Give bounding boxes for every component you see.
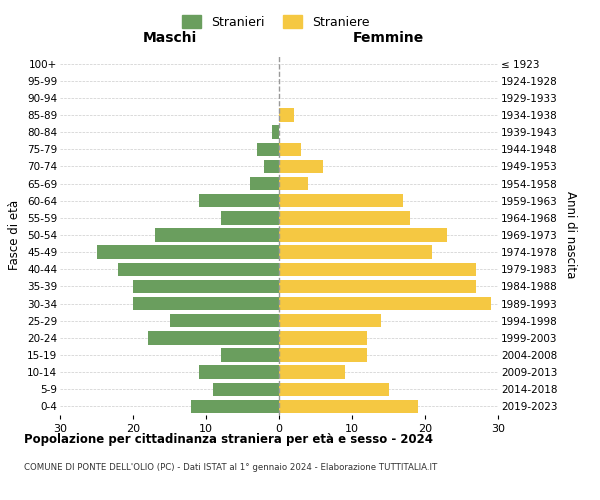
Bar (279, 400, 418, 413)
Y-axis label: Fasce di età: Fasce di età (8, 200, 22, 270)
Bar (279, 142, 301, 156)
Bar (191, 400, 279, 413)
Bar (155, 228, 279, 241)
Bar (279, 194, 403, 207)
Bar (221, 211, 279, 224)
Bar (279, 331, 367, 344)
Bar (265, 160, 279, 173)
Bar (279, 108, 293, 122)
Bar (214, 382, 279, 396)
Bar (221, 348, 279, 362)
Bar (279, 280, 476, 293)
Bar (170, 314, 279, 328)
Bar (279, 348, 367, 362)
Bar (133, 297, 279, 310)
Legend: Stranieri, Straniere: Stranieri, Straniere (179, 11, 373, 32)
Bar (279, 297, 491, 310)
Text: COMUNE DI PONTE DELL'OLIO (PC) - Dati ISTAT al 1° gennaio 2024 - Elaborazione TU: COMUNE DI PONTE DELL'OLIO (PC) - Dati IS… (24, 462, 437, 471)
Bar (148, 331, 279, 344)
Bar (279, 366, 344, 379)
Bar (279, 314, 381, 328)
Bar (279, 228, 447, 241)
Bar (199, 366, 279, 379)
Bar (279, 211, 410, 224)
Bar (279, 246, 432, 259)
Bar (279, 382, 389, 396)
Bar (133, 280, 279, 293)
Text: Maschi: Maschi (142, 30, 197, 44)
Text: Popolazione per cittadinanza straniera per età e sesso - 2024: Popolazione per cittadinanza straniera p… (24, 432, 433, 446)
Bar (279, 160, 323, 173)
Bar (199, 194, 279, 207)
Bar (118, 262, 279, 276)
Bar (272, 126, 279, 139)
Text: Femmine: Femmine (353, 30, 424, 44)
Bar (257, 142, 279, 156)
Bar (250, 177, 279, 190)
Bar (279, 262, 476, 276)
Bar (279, 177, 308, 190)
Bar (97, 246, 279, 259)
Y-axis label: Anni di nascita: Anni di nascita (564, 192, 577, 278)
